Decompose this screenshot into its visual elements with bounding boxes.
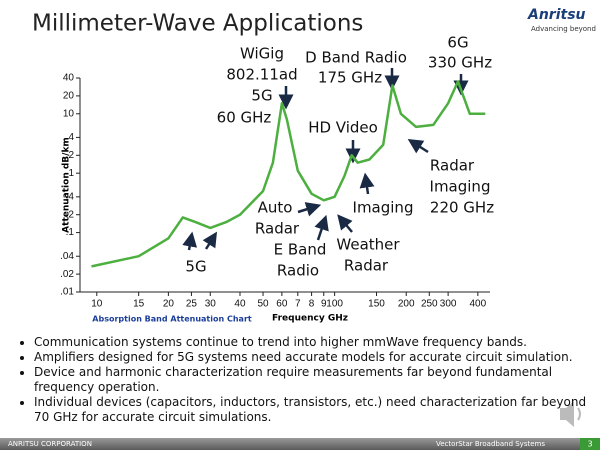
annotation: 60 GHz: [217, 109, 272, 127]
y-tick-label: 1: [68, 168, 74, 179]
bullet: Individual devices (capacitors, inductor…: [34, 395, 600, 425]
x-tick-label: 100: [326, 299, 343, 310]
x-tick-label: 60: [276, 299, 288, 310]
annotation: E Band: [274, 241, 327, 259]
bullet: Amplifiers designed for 5G systems need …: [34, 350, 600, 365]
x-tick-label: 8: [309, 299, 315, 310]
annotation: Radio: [277, 262, 319, 280]
footer-product: VectorStar Broadband Systems: [436, 440, 545, 448]
annotation: Radar: [255, 220, 300, 238]
y-tick-label: 40: [63, 73, 75, 84]
x-tick-label: 15: [133, 299, 145, 310]
annotation: 5G: [185, 258, 206, 276]
annotation: Imaging: [353, 199, 414, 217]
y-tick-label: 10: [63, 108, 75, 119]
x-tick-label: 20: [163, 299, 175, 310]
slide-title: Millimeter-Wave Applications: [32, 11, 363, 37]
annotation: Auto: [258, 199, 293, 217]
footer-bar: [0, 438, 600, 450]
y-tick-label: .01: [60, 287, 74, 298]
annotation: 6G: [447, 34, 468, 52]
x-tick-label: 200: [398, 299, 415, 310]
y-tick-label: 20: [63, 91, 75, 102]
x-tick-label: 300: [440, 299, 457, 310]
annotation: 220 GHz: [430, 199, 494, 217]
bullet-list: Communication systems continue to trend …: [14, 335, 600, 425]
x-tick-label: 400: [469, 299, 486, 310]
tagline: Advancing beyond: [531, 25, 596, 33]
x-axis-label: Frequency GHz: [272, 314, 348, 324]
page-box: [580, 438, 600, 450]
y-tick-label: 2: [68, 150, 74, 161]
annotation: WiGig: [240, 45, 284, 63]
y-tick-label: .02: [60, 269, 74, 280]
annotation: 175 GHz: [318, 69, 382, 87]
annotation: Imaging: [430, 178, 491, 196]
x-tick-label: 10: [91, 299, 103, 310]
speaker-icon[interactable]: [560, 401, 581, 427]
x-tick-label: 25: [186, 299, 198, 310]
bullet: Device and harmonic characterization req…: [34, 365, 600, 395]
x-tick-label: 9: [321, 299, 327, 310]
page-number: 3: [587, 440, 592, 449]
x-tick-label: 30: [205, 299, 217, 310]
annotation: D Band Radio: [305, 49, 407, 67]
x-tick-label: 7: [295, 299, 301, 310]
annotation: 802.11ad: [226, 66, 297, 84]
y-axis-label: Attenuation dB/km: [62, 137, 72, 233]
x-tick-label: 250: [421, 299, 438, 310]
annotation: 330 GHz: [428, 54, 492, 72]
x-tick-label: 150: [368, 299, 385, 310]
annotation: Radar: [344, 257, 389, 275]
bullet: Communication systems continue to trend …: [34, 335, 600, 350]
x-tick-label: 40: [234, 299, 246, 310]
chart-caption: Absorption Band Attenuation Chart: [92, 315, 252, 324]
x-tick-label: 50: [257, 299, 269, 310]
y-tick-label: .4: [66, 191, 75, 202]
y-tick-label: 4: [68, 132, 74, 143]
annotation: 5G: [251, 87, 272, 105]
annotation: Radar: [430, 157, 475, 175]
attenuation-line: [91, 80, 486, 268]
logo: Anritsu: [527, 7, 586, 23]
y-tick-label: .2: [66, 209, 75, 220]
y-tick-label: .1: [66, 227, 75, 238]
annotation-arrows: [182, 68, 469, 251]
annotation: HD Video: [308, 119, 378, 137]
footer-company: ANRITSU CORPORATION: [8, 440, 92, 448]
annotation: Weather: [336, 236, 400, 254]
y-tick-label: .04: [60, 251, 74, 262]
